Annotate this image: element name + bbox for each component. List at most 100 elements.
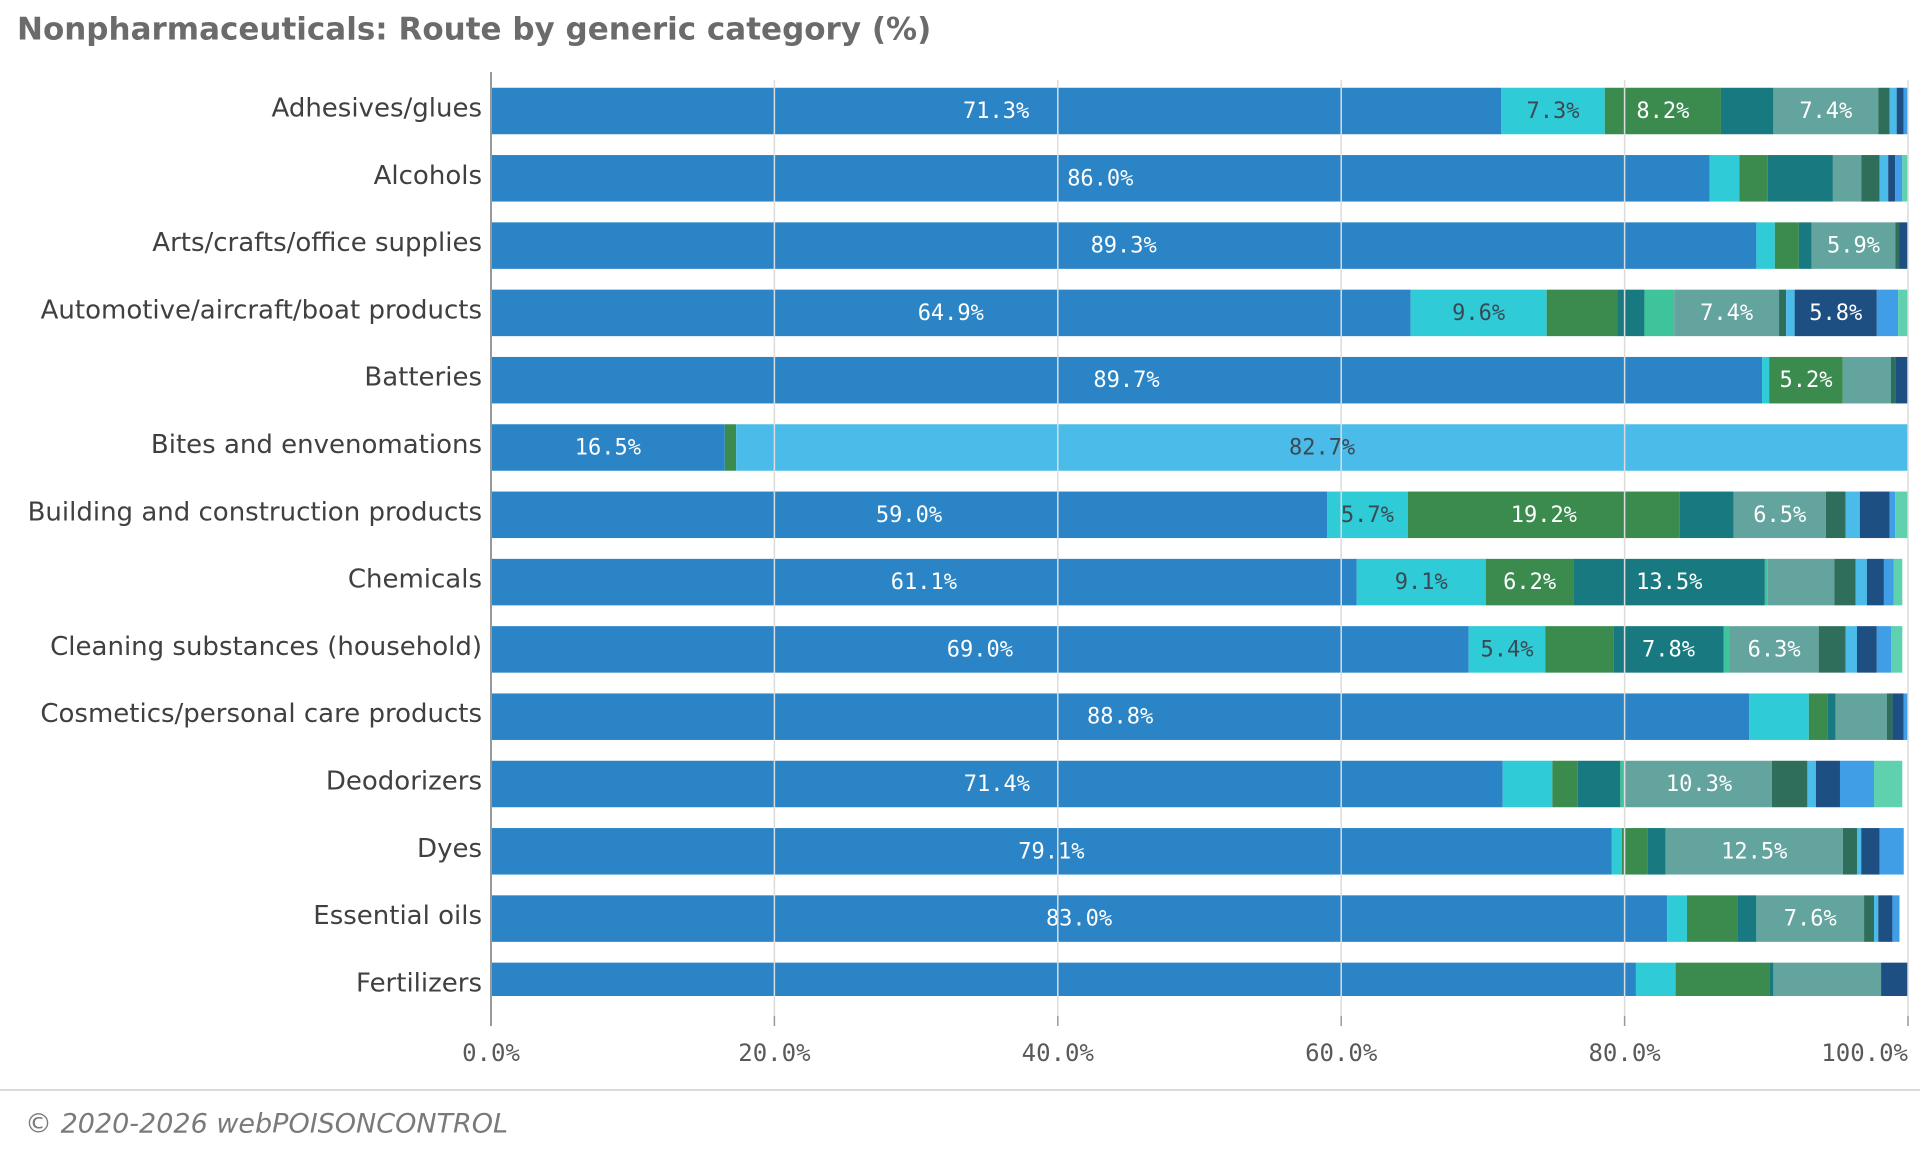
bar-segment [491,87,1502,135]
bar-segment [736,424,1908,471]
value-label: 71.4% [964,772,1030,797]
bar-segment [1892,693,1904,740]
bar-segment [1679,491,1734,539]
bar-segment [1739,155,1768,202]
value-label: 61.1% [891,570,957,595]
category-label: Batteries [364,363,482,393]
bar-segment [1889,87,1897,135]
bar-segment [1545,626,1614,673]
bar-segment [1818,626,1846,673]
bar-segment [1890,356,1896,404]
bar-segment [1895,491,1908,539]
bar-segment [1895,155,1903,202]
value-label: 89.7% [1093,368,1159,393]
bar-segment [1892,895,1900,942]
bar-segment [1903,87,1908,135]
category-label: Adhesives/glues [271,94,482,124]
bar-segment [491,895,1668,942]
value-label: 83.0% [1046,907,1112,932]
bar-segment [491,760,1503,808]
bar-segment [1709,155,1740,202]
value-label: 82.7% [1289,436,1355,461]
value-label: 64.9% [918,301,984,326]
value-label: 9.1% [1395,570,1448,595]
bar-segment [1647,828,1666,875]
bar-segment [1902,155,1908,202]
bar-segment [1855,558,1867,606]
bar-segment [1501,87,1605,135]
bar-segment [1903,693,1908,740]
bar-segment [1825,491,1846,539]
bar-segment [1878,87,1890,135]
bar-segment [491,289,1411,337]
value-label: 59.0% [876,503,942,528]
bar-segment [1665,828,1843,875]
bar-segment [1774,222,1799,269]
bar-segment [1410,289,1547,337]
bar-segment [491,626,1469,673]
bar-segment [1773,962,1882,996]
x-tick-label: 20.0% [738,1039,811,1067]
x-tick-label: 60.0% [1305,1039,1378,1067]
bar-segment [1767,155,1833,202]
bar-segment [1898,289,1908,337]
bar-segment [1794,289,1877,337]
bar-segment [1635,962,1676,996]
bar-segment [1827,693,1836,740]
value-label: 89.3% [1091,234,1157,259]
value-label: 6.3% [1748,637,1801,662]
category-label: Dyes [417,834,482,864]
bar-segment [1769,962,1774,996]
bar-segment [1842,828,1857,875]
bar-segment [491,693,1750,740]
bar-segment [491,222,1757,269]
bar-segment [1856,626,1877,673]
category-label: Arts/crafts/office supplies [152,228,482,258]
value-label: 5.2% [1779,368,1832,393]
bar-segment [491,558,1357,606]
bar-segment [1644,289,1675,337]
category-label: Bites and envenomations [151,430,482,460]
value-label: 69.0% [947,637,1013,662]
bar-segment [1815,760,1840,808]
bar-segment [1737,895,1757,942]
value-label: 19.2% [1511,503,1577,528]
bar-segment [491,155,1710,202]
plot-area: 71.3% 7.3% 8.2% 7.4% 86.0% 89.3% 5.9% 64.9% 9.6%… [491,87,1908,996]
bar-segment [1866,558,1884,606]
category-label: Deodorizers [326,767,482,797]
bar-segment [1769,356,1843,404]
bar-segment [1798,222,1812,269]
category-label: Building and construction products [28,497,482,527]
bar-segment [491,491,1328,539]
bar-segment [1686,895,1738,942]
bar-segment [1720,87,1774,135]
bar-segment [1873,760,1903,808]
value-label: 12.5% [1721,839,1787,864]
bar-segment [1889,491,1896,539]
bar-segment [1620,760,1627,808]
bar-segment [1886,693,1893,740]
bar-segment [1756,895,1865,942]
category-label: Automotive/aircraft/boat products [41,295,482,325]
bar-segment [1893,558,1903,606]
footer-text: © 2020-2026 webPOISONCONTROL [25,1109,508,1140]
value-label: 7.8% [1642,637,1695,662]
bar-segment [1861,155,1880,202]
value-label: 88.8% [1087,705,1153,730]
bar-segment [491,424,725,471]
bar-segment [1881,962,1908,996]
bar-segment [1502,760,1553,808]
bar-segment [1835,693,1887,740]
bar-segment [1617,289,1645,337]
bar-segment [1879,828,1904,875]
value-label: 16.5% [575,436,641,461]
bar-segment [1861,828,1880,875]
value-label: 6.5% [1753,503,1806,528]
bar-segment [1675,962,1770,996]
bar-segment [1767,558,1835,606]
value-label: 7.3% [1527,99,1580,124]
bar-segment [1879,155,1889,202]
bar-segment [1626,760,1772,808]
